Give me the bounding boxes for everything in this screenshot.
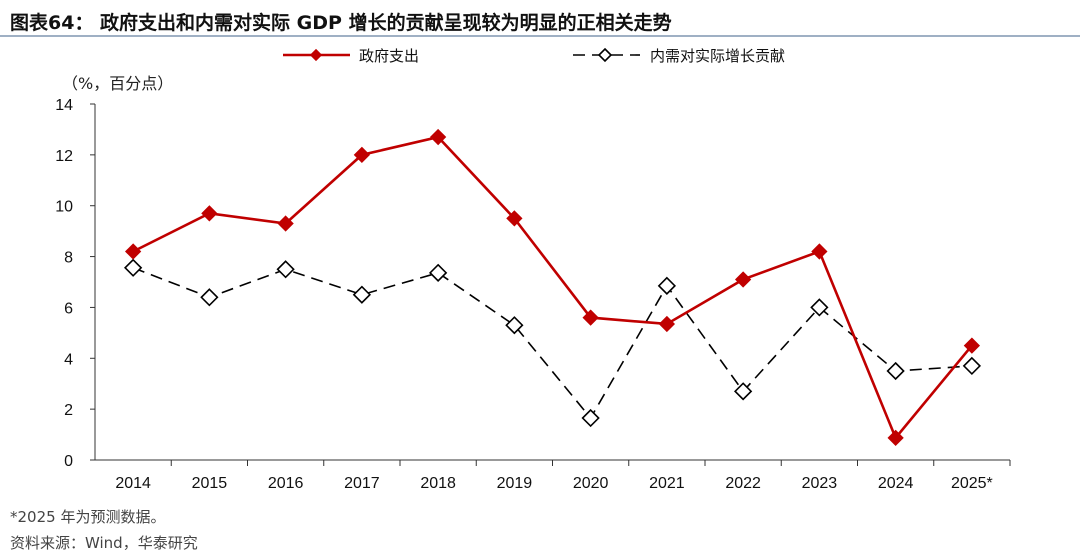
data-point-government-spending: [353, 146, 371, 163]
x-tick-label: 2020: [573, 475, 609, 492]
x-tick-label: 2025*: [951, 475, 993, 492]
data-point-government-spending: [277, 215, 294, 232]
y-tick-label: 14: [55, 97, 73, 114]
y-tick-label: 6: [64, 300, 73, 317]
data-point-domestic-demand: [276, 260, 295, 279]
legend-label-domestic-demand: 内需对实际增长贡献: [650, 47, 785, 65]
x-tick-label: 2018: [420, 475, 456, 492]
source-note: 资料来源：Wind，华泰研究: [10, 534, 198, 552]
y-tick-label: 10: [55, 199, 73, 216]
data-point-domestic-demand: [123, 258, 143, 277]
data-point-government-spending: [582, 309, 599, 326]
y-tick-label: 8: [64, 250, 73, 267]
legend-label-government-spending: 政府支出: [359, 47, 419, 65]
x-tick-label: 2017: [344, 475, 380, 492]
data-point-domestic-demand: [733, 382, 753, 401]
y-tick-label: 2: [64, 402, 73, 419]
x-tick-label: 2019: [497, 475, 533, 492]
x-tick-label: 2023: [802, 475, 838, 492]
data-point-domestic-demand: [886, 361, 905, 381]
data-point-government-spending: [429, 128, 447, 146]
y-tick-label: 12: [55, 148, 73, 165]
data-point-domestic-demand: [657, 276, 677, 295]
data-point-domestic-demand: [428, 263, 448, 282]
footnote: *2025 年为预测数据。: [10, 508, 166, 526]
x-tick-label: 2015: [192, 475, 228, 492]
data-point-domestic-demand: [200, 288, 219, 307]
data-point-domestic-demand: [581, 408, 600, 428]
data-point-government-spending: [124, 243, 142, 260]
x-tick-label: 2014: [115, 475, 151, 492]
data-point-government-spending: [658, 315, 676, 333]
y-axis-unit: （%，百分点）: [62, 74, 174, 93]
series-line-government-spending: [132, 135, 973, 441]
legend-marker-domestic-demand: [597, 47, 613, 63]
x-tick-label: 2024: [878, 475, 914, 492]
title-divider: [0, 35, 1080, 37]
y-tick-label: 0: [64, 453, 73, 470]
series-line-domestic-demand: [132, 267, 972, 420]
data-point-domestic-demand: [352, 285, 372, 304]
data-point-government-spending: [506, 210, 523, 227]
y-tick-label: 4: [64, 351, 73, 368]
data-point-government-spending: [201, 205, 218, 222]
x-tick-label: 2016: [268, 475, 304, 492]
data-point-government-spending: [963, 337, 981, 354]
data-point-government-spending: [734, 271, 752, 288]
data-point-domestic-demand: [962, 356, 982, 376]
figure-title: 图表64： 政府支出和内需对实际 GDP 增长的贡献呈现较为明显的正相关走势: [10, 12, 672, 34]
data-point-government-spending: [887, 429, 904, 447]
legend-marker-government-spending: [309, 48, 323, 62]
data-point-domestic-demand: [505, 316, 524, 335]
data-point-government-spending: [811, 243, 828, 260]
x-tick-label: 2021: [649, 475, 685, 492]
data-point-domestic-demand: [810, 298, 829, 317]
x-tick-label: 2022: [725, 475, 761, 492]
